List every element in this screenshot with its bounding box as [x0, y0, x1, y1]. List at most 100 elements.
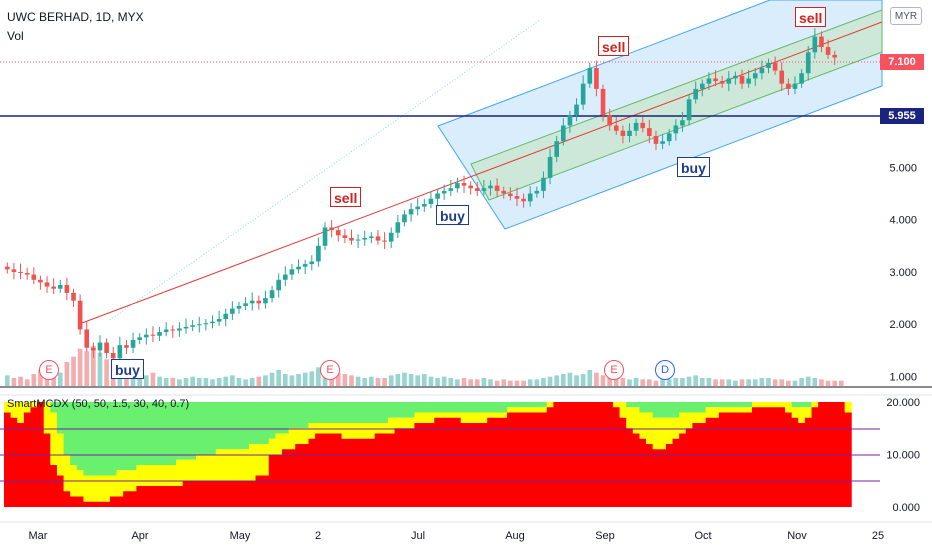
candle-body [289, 269, 295, 275]
indicator-green-segment [454, 402, 462, 413]
volume-bar [686, 376, 692, 386]
indicator-yellow-segment [758, 402, 766, 408]
candle-body [190, 325, 195, 327]
volume-bar [243, 379, 248, 386]
indicator-red-segment [487, 417, 495, 507]
candle-body [435, 193, 440, 199]
candle-body [719, 81, 725, 84]
candle-body [382, 240, 387, 242]
indicator-yellow-segment [248, 444, 257, 481]
indicator-green-segment [513, 402, 521, 408]
volume-bar [375, 378, 381, 386]
indicator-red-segment [454, 417, 462, 507]
indicator-yellow-segment [421, 412, 429, 423]
indicator-red-segment [672, 438, 680, 507]
indicator-yellow-segment [665, 417, 674, 444]
indicator-red-segment [440, 417, 448, 507]
indicator-green-segment [745, 402, 753, 408]
candle-body [805, 52, 811, 74]
volume-bar [594, 372, 599, 386]
indicator-red-segment [540, 412, 548, 507]
indicator-green-segment [63, 402, 71, 455]
indicator-red-segment [222, 480, 230, 507]
candle-body [395, 222, 401, 233]
volume-bar [415, 375, 421, 386]
sell-signal-label: sell [795, 7, 827, 27]
earnings-event-icon[interactable]: E [604, 360, 624, 380]
indicator-axis[interactable]: 20.000 10.000 0.000 [886, 397, 920, 514]
volume-bar [170, 378, 176, 386]
indicator-yellow-segment [315, 423, 323, 434]
candle-body [130, 339, 136, 348]
indicator-yellow-segment [712, 407, 720, 418]
volume-bar [230, 375, 235, 386]
indicator-yellow-segment [447, 412, 455, 418]
candle-body [613, 125, 619, 131]
candle-body [170, 329, 176, 331]
indicator-yellow-segment [394, 417, 402, 429]
candle-body [183, 326, 189, 329]
candle-body [752, 73, 758, 79]
indicator-red-segment [295, 444, 303, 507]
indicator-green-segment [156, 402, 164, 465]
price-axis[interactable]: 5.000 4.000 3.000 2.000 1.000 [889, 162, 917, 383]
indicator-yellow-segment [467, 412, 475, 423]
indicator-green-segment [427, 402, 435, 413]
candle-body [243, 303, 248, 306]
volume-bar [289, 375, 295, 386]
candle-body [4, 266, 10, 270]
indicator-green-segment [639, 402, 647, 413]
indicator-red-segment [751, 407, 760, 507]
volume-bar [349, 375, 354, 386]
dividend-event-icon[interactable]: D [655, 360, 675, 380]
time-axis-label: Jul [411, 530, 425, 542]
indicator-red-segment [235, 480, 243, 507]
volume-bar [342, 374, 348, 386]
candle-body [38, 279, 43, 283]
indicator-red-segment [705, 417, 713, 507]
earnings-event-icon[interactable]: E [320, 360, 340, 380]
indicator-yellow-segment [275, 433, 283, 455]
indicator-yellow-segment [50, 412, 58, 465]
indicator-yellow-segment [189, 459, 197, 481]
volume-bar [554, 375, 560, 386]
indicator-yellow-segment [685, 412, 693, 429]
indicator-green-segment [381, 402, 389, 423]
candle-body [71, 292, 76, 301]
indicator-yellow-segment [176, 459, 184, 486]
volume-bar [666, 379, 672, 386]
indicator-green-segment [143, 402, 151, 465]
indicator-green-segment [520, 402, 528, 408]
indicator-green-segment [394, 402, 402, 418]
buy-signal-label: buy [436, 205, 469, 225]
currency-button[interactable]: MYR [890, 7, 922, 25]
candle-body [455, 183, 460, 189]
indicator-green-segment [738, 402, 746, 408]
indicator-yellow-segment [242, 449, 250, 481]
volume-bar [236, 378, 242, 386]
indicator-green-segment [626, 402, 634, 408]
indicator-red-segment [136, 486, 144, 507]
indicator-yellow-segment [526, 407, 535, 413]
indicator-green-segment [712, 402, 720, 408]
indicator-red-segment [612, 407, 621, 507]
time-axis[interactable]: Mar Apr May 2 Jul Aug Sep Oct Nov 25 [0, 521, 932, 542]
indicator-red-segment [480, 423, 488, 507]
candle-body [51, 286, 56, 289]
indicator-red-segment [401, 428, 409, 507]
indicator-yellow-segment [414, 412, 422, 423]
candle-body [713, 78, 718, 82]
volume-bar [402, 372, 407, 386]
volume-bar [64, 362, 70, 386]
candle-body [481, 188, 487, 191]
indicator-green-segment [275, 402, 283, 434]
indicator-green-segment [659, 402, 667, 418]
indicator-red-segment [374, 433, 382, 507]
indicator-green-segment [467, 402, 475, 413]
indicator-red-segment [632, 433, 640, 507]
indicator-green-segment [248, 402, 257, 444]
earnings-event-icon[interactable]: E [39, 360, 59, 380]
indicator-yellow-segment [500, 412, 508, 418]
candle-body [249, 300, 255, 304]
